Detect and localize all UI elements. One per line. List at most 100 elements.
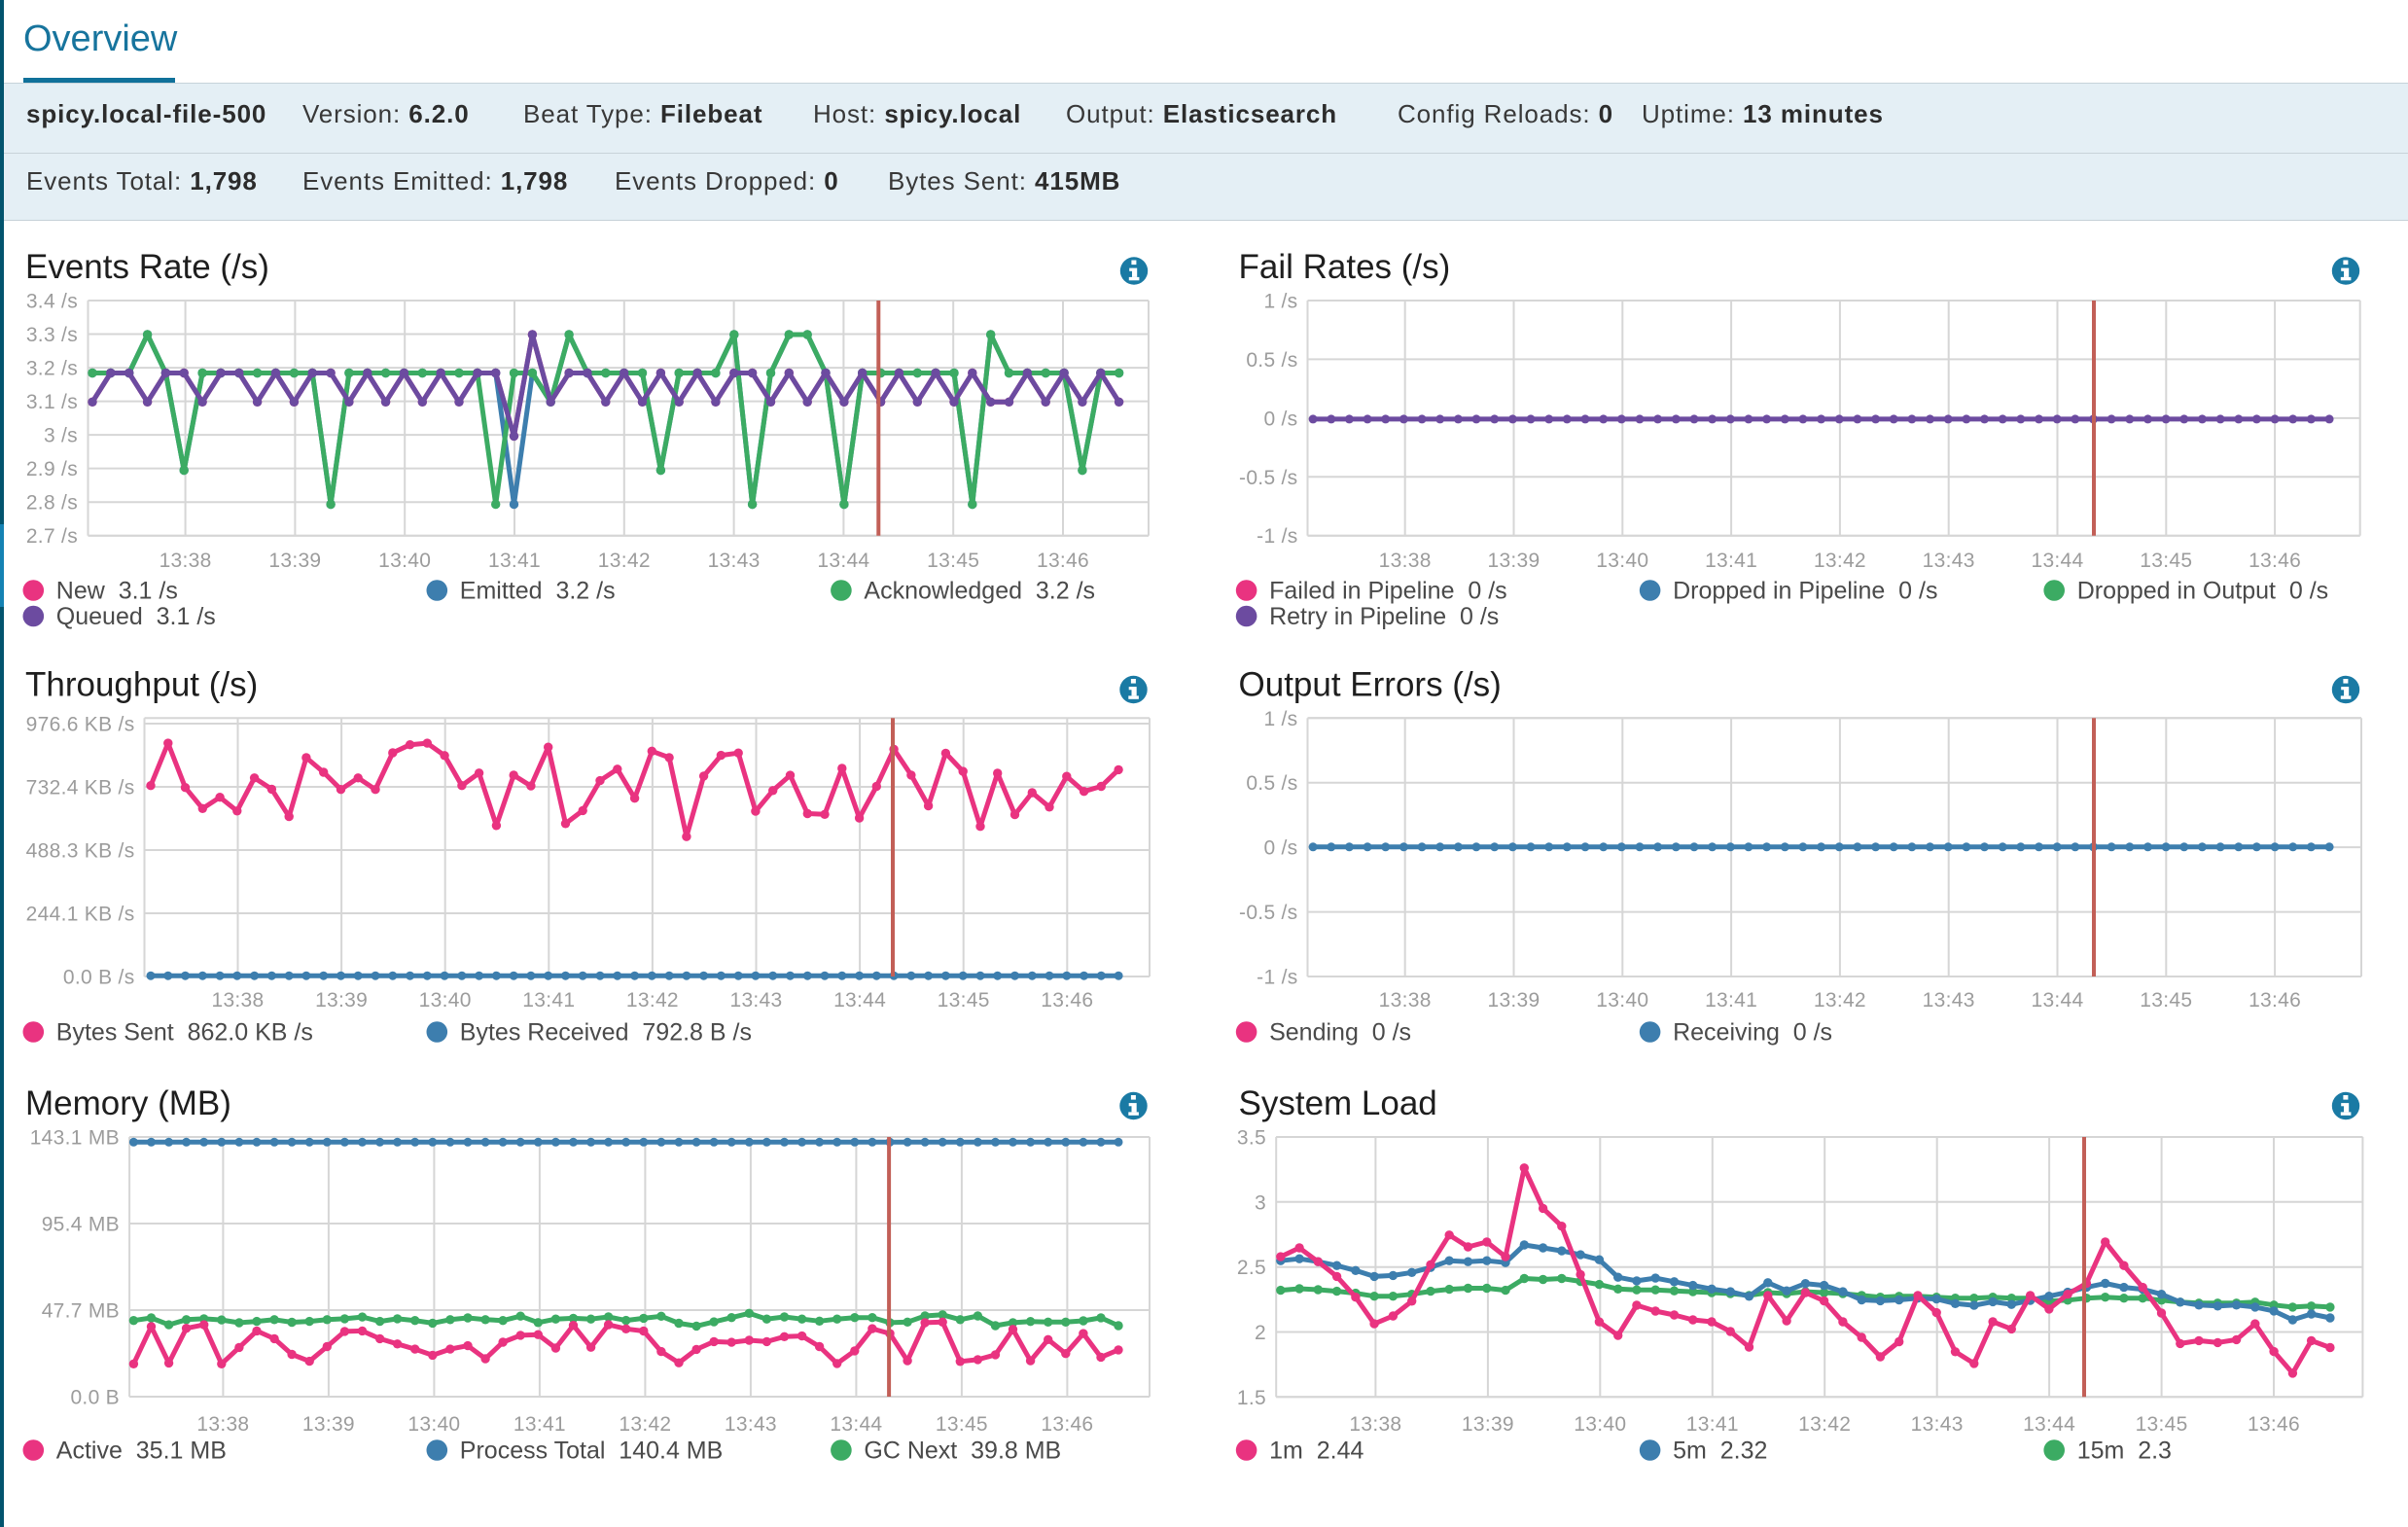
svg-text:13:42: 13:42 <box>598 550 651 572</box>
svg-text:13:43: 13:43 <box>708 550 761 572</box>
svg-text:0.5 /s: 0.5 /s <box>1246 349 1297 372</box>
svg-text:13:38: 13:38 <box>1379 989 1432 1012</box>
svg-text:Receiving 0 /s: Receiving 0 /s <box>1673 1019 1832 1047</box>
svg-text:732.4 KB /s: 732.4 KB /s <box>26 777 135 799</box>
svg-text:143.1 MB: 143.1 MB <box>30 1127 120 1150</box>
svg-text:13:45: 13:45 <box>2140 989 2192 1012</box>
svg-text:0.0 B: 0.0 B <box>70 1387 120 1409</box>
svg-text:Active 35.1 MB: Active 35.1 MB <box>56 1438 227 1465</box>
svg-text:-1 /s: -1 /s <box>1257 967 1297 989</box>
svg-text:13:45: 13:45 <box>2140 550 2192 572</box>
svg-text:13:44: 13:44 <box>833 989 886 1012</box>
svg-text:13:46: 13:46 <box>1037 550 1089 572</box>
svg-text:3.4 /s: 3.4 /s <box>26 291 78 313</box>
svg-text:Dropped in Pipeline 0 /s: Dropped in Pipeline 0 /s <box>1673 578 1937 605</box>
svg-text:13:46: 13:46 <box>1041 1413 1093 1436</box>
svg-text:0.5 /s: 0.5 /s <box>1246 772 1297 795</box>
svg-text:3.1 /s: 3.1 /s <box>26 391 78 413</box>
svg-text:13:42: 13:42 <box>1814 550 1866 572</box>
svg-text:Output Errors (/s): Output Errors (/s) <box>1239 665 1502 703</box>
svg-text:0 /s: 0 /s <box>1263 837 1297 860</box>
svg-text:Acknowledged 3.2 /s: Acknowledged 3.2 /s <box>864 578 1095 605</box>
svg-text:13:40: 13:40 <box>378 550 431 572</box>
svg-text:Events Rate (/s): Events Rate (/s) <box>25 248 269 286</box>
svg-text:13:43: 13:43 <box>729 989 782 1012</box>
svg-text:-1 /s: -1 /s <box>1257 525 1297 548</box>
svg-text:47.7 MB: 47.7 MB <box>42 1300 120 1323</box>
svg-text:488.3 KB /s: 488.3 KB /s <box>26 840 135 863</box>
svg-text:GC Next 39.8 MB: GC Next 39.8 MB <box>864 1438 1061 1465</box>
svg-text:13:45: 13:45 <box>927 550 979 572</box>
svg-text:Memory (MB): Memory (MB) <box>25 1084 231 1122</box>
svg-text:13:40: 13:40 <box>1574 1413 1626 1436</box>
svg-text:13:44: 13:44 <box>830 1413 882 1436</box>
svg-text:System Load: System Load <box>1239 1084 1437 1122</box>
svg-text:Queued 3.1 /s: Queued 3.1 /s <box>56 603 216 630</box>
svg-text:Emitted 3.2 /s: Emitted 3.2 /s <box>460 578 616 605</box>
svg-text:13:42: 13:42 <box>1814 989 1866 1012</box>
svg-text:13:39: 13:39 <box>268 550 321 572</box>
svg-text:3 /s: 3 /s <box>44 425 78 447</box>
svg-text:1 /s: 1 /s <box>1263 708 1297 730</box>
svg-text:13:40: 13:40 <box>1596 550 1648 572</box>
svg-text:2: 2 <box>1255 1322 1266 1344</box>
svg-text:3.2 /s: 3.2 /s <box>26 358 78 380</box>
svg-text:3.5: 3.5 <box>1237 1127 1266 1150</box>
svg-text:244.1 KB /s: 244.1 KB /s <box>26 904 135 926</box>
svg-text:Failed in Pipeline 0 /s: Failed in Pipeline 0 /s <box>1269 578 1507 605</box>
svg-text:2.9 /s: 2.9 /s <box>26 458 78 480</box>
svg-text:13:41: 13:41 <box>1705 989 1757 1012</box>
svg-text:-0.5 /s: -0.5 /s <box>1239 902 1297 924</box>
svg-text:13:38: 13:38 <box>196 1413 249 1436</box>
svg-text:13:39: 13:39 <box>1487 550 1540 572</box>
svg-text:0 /s: 0 /s <box>1263 408 1297 430</box>
svg-text:13:46: 13:46 <box>1041 989 1093 1012</box>
svg-text:13:43: 13:43 <box>1923 989 1975 1012</box>
svg-text:13:45: 13:45 <box>2136 1413 2188 1436</box>
svg-text:New 3.1 /s: New 3.1 /s <box>56 578 178 605</box>
svg-text:13:44: 13:44 <box>2031 989 2083 1012</box>
svg-text:15m 2.3: 15m 2.3 <box>2077 1438 2172 1465</box>
svg-text:13:46: 13:46 <box>2249 989 2301 1012</box>
svg-text:13:39: 13:39 <box>315 989 368 1012</box>
svg-text:2.5: 2.5 <box>1237 1257 1266 1279</box>
svg-text:1.5: 1.5 <box>1237 1387 1266 1409</box>
svg-text:13:41: 13:41 <box>522 989 575 1012</box>
svg-text:Retry in Pipeline 0 /s: Retry in Pipeline 0 /s <box>1269 603 1499 630</box>
svg-text:95.4 MB: 95.4 MB <box>42 1214 120 1236</box>
svg-text:Fail Rates (/s): Fail Rates (/s) <box>1239 248 1451 286</box>
svg-text:13:38: 13:38 <box>1379 550 1432 572</box>
svg-text:13:43: 13:43 <box>1911 1413 1964 1436</box>
svg-text:13:40: 13:40 <box>1596 989 1648 1012</box>
svg-text:13:46: 13:46 <box>2248 1413 2300 1436</box>
svg-text:2.8 /s: 2.8 /s <box>26 492 78 515</box>
svg-text:13:44: 13:44 <box>2031 550 2083 572</box>
svg-text:13:45: 13:45 <box>936 1413 988 1436</box>
svg-text:2.7 /s: 2.7 /s <box>26 525 78 548</box>
svg-text:Dropped in Output 0 /s: Dropped in Output 0 /s <box>2077 578 2328 605</box>
svg-text:13:39: 13:39 <box>302 1413 355 1436</box>
svg-text:3.3 /s: 3.3 /s <box>26 324 78 346</box>
svg-text:Sending 0 /s: Sending 0 /s <box>1269 1019 1411 1047</box>
svg-text:13:44: 13:44 <box>2023 1413 2075 1436</box>
svg-text:13:42: 13:42 <box>626 989 679 1012</box>
svg-text:13:40: 13:40 <box>419 989 472 1012</box>
svg-text:13:38: 13:38 <box>1349 1413 1401 1436</box>
svg-text:1m 2.44: 1m 2.44 <box>1269 1438 1363 1465</box>
svg-text:13:40: 13:40 <box>407 1413 460 1436</box>
svg-text:13:43: 13:43 <box>1923 550 1975 572</box>
svg-text:0.0 B /s: 0.0 B /s <box>63 967 135 989</box>
svg-text:5m 2.32: 5m 2.32 <box>1673 1438 1767 1465</box>
svg-text:13:38: 13:38 <box>211 989 264 1012</box>
svg-text:13:42: 13:42 <box>619 1413 671 1436</box>
svg-text:13:41: 13:41 <box>1686 1413 1739 1436</box>
svg-text:-0.5 /s: -0.5 /s <box>1239 467 1297 489</box>
svg-text:13:38: 13:38 <box>159 550 212 572</box>
svg-text:13:45: 13:45 <box>938 989 990 1012</box>
svg-text:Bytes Sent 862.0 KB /s: Bytes Sent 862.0 KB /s <box>56 1019 313 1047</box>
svg-text:13:41: 13:41 <box>488 550 541 572</box>
svg-text:13:42: 13:42 <box>1798 1413 1851 1436</box>
svg-text:13:39: 13:39 <box>1462 1413 1514 1436</box>
svg-text:Bytes Received 792.8 B /s: Bytes Received 792.8 B /s <box>460 1019 752 1047</box>
svg-text:3: 3 <box>1255 1191 1266 1214</box>
